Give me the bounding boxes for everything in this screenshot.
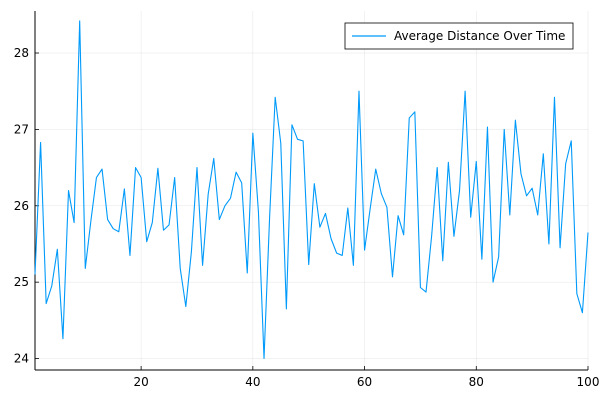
x-tick-label: 80	[469, 375, 484, 389]
x-tick-label: 100	[577, 375, 600, 389]
y-tick-label: 26	[14, 199, 29, 213]
grid-lines	[35, 11, 589, 370]
legend: Average Distance Over Time	[344, 22, 574, 50]
legend-label: Average Distance Over Time	[394, 29, 565, 43]
series	[34, 20, 589, 360]
x-tick-labels: 20 40 60 80 100	[133, 375, 599, 389]
x-tick-label: 20	[133, 375, 148, 389]
x-tick-label: 60	[357, 375, 372, 389]
y-tick-labels: 24 25 26 27 28	[14, 46, 29, 366]
y-tick-label: 25	[14, 275, 29, 289]
y-tick-label: 27	[14, 122, 29, 136]
tick-marks	[35, 52, 589, 370]
series-line	[34, 20, 589, 360]
x-tick-label: 40	[245, 375, 260, 389]
axes	[34, 11, 588, 371]
y-tick-label: 28	[14, 46, 29, 60]
y-tick-label: 24	[14, 352, 29, 366]
